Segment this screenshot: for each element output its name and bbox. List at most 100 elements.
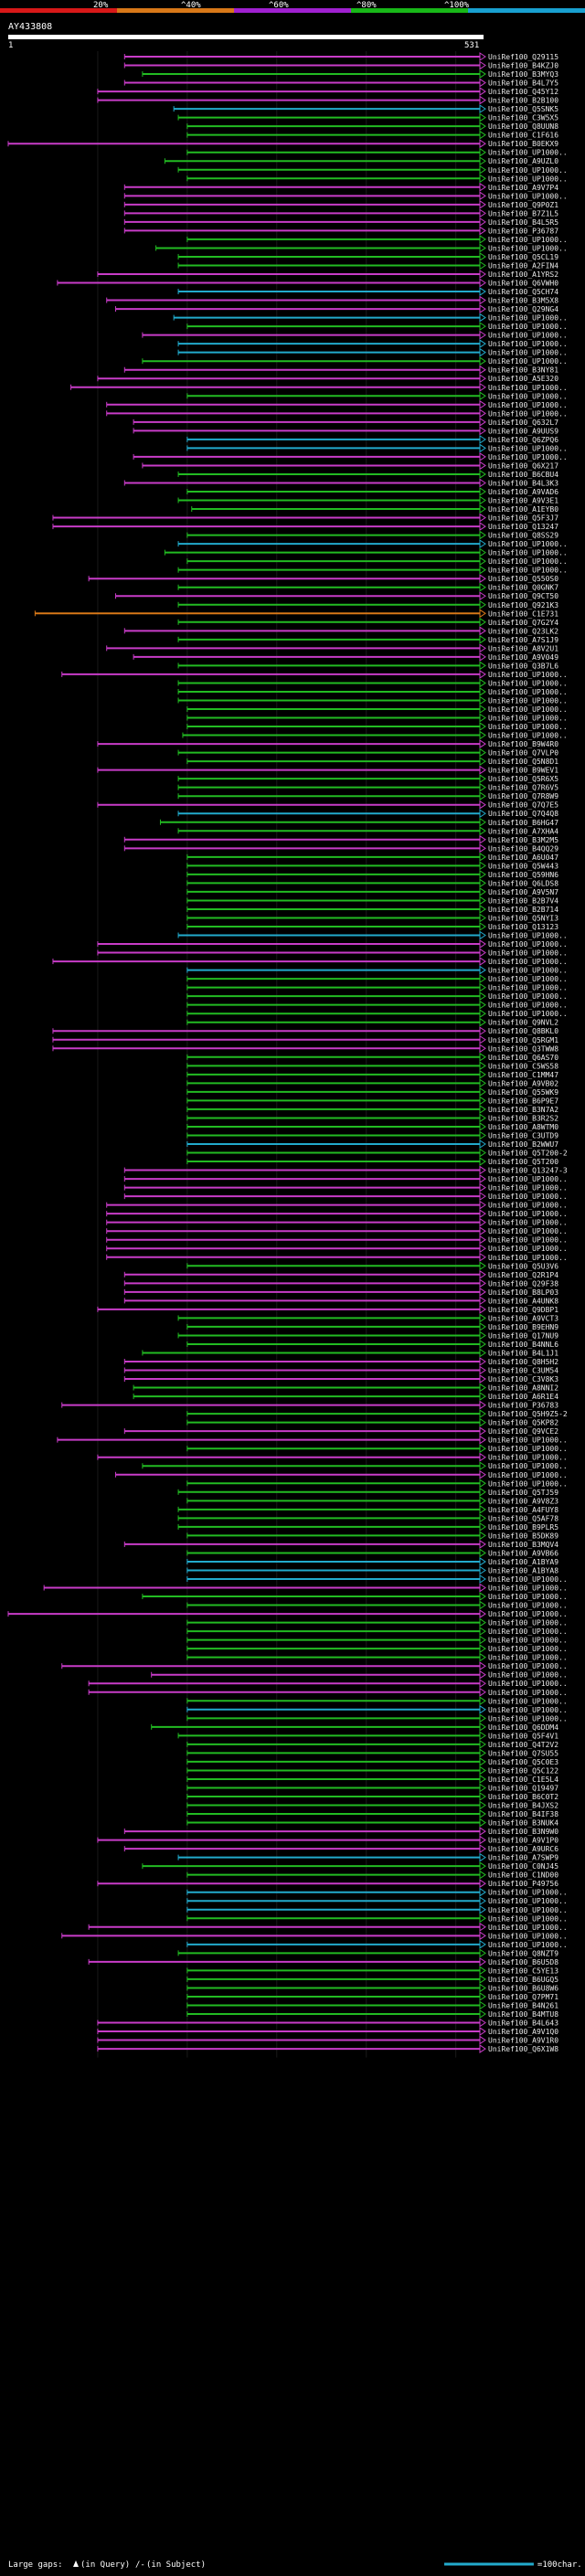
hit-label[interactable]: UniRef100_UP1000.. xyxy=(488,1436,568,1445)
hit-label[interactable]: UniRef100_UP1000.. xyxy=(488,1671,568,1680)
hit-label[interactable]: UniRef100_B9W4R0 xyxy=(488,740,558,748)
hit-label[interactable]: UniRef100_UP1000.. xyxy=(488,967,568,975)
hit-label[interactable]: UniRef100_Q5F3J7 xyxy=(488,514,558,523)
hit-label[interactable]: UniRef100_UP1000.. xyxy=(488,1254,568,1262)
hit-label[interactable]: UniRef100_Q5CL19 xyxy=(488,253,558,261)
hit-label[interactable]: UniRef100_A7XHA4 xyxy=(488,827,558,835)
hit-label[interactable]: UniRef100_UP1000.. xyxy=(488,557,568,566)
hit-label[interactable]: UniRef100_Q3TWW8 xyxy=(488,1044,558,1053)
hit-label[interactable]: UniRef100_UP1000.. xyxy=(488,1227,568,1235)
hit-label[interactable]: UniRef100_Q5U3V6 xyxy=(488,1262,558,1270)
hit-label[interactable]: UniRef100_UP1000.. xyxy=(488,314,568,323)
hit-label[interactable]: UniRef100_UP1000.. xyxy=(488,384,568,392)
hit-label[interactable]: UniRef100_B6HG47 xyxy=(488,819,558,827)
hit-label[interactable]: UniRef100_Q8SS29 xyxy=(488,532,558,540)
hit-label[interactable]: UniRef100_B6CBU4 xyxy=(488,471,558,479)
hit-label[interactable]: UniRef100_Q4T2V2 xyxy=(488,1741,558,1749)
hit-label[interactable]: UniRef100_A4FUY8 xyxy=(488,1506,558,1514)
hit-label[interactable]: UniRef100_B2WWU7 xyxy=(488,1140,558,1149)
hit-label[interactable]: UniRef100_B9EHN9 xyxy=(488,1323,558,1331)
hit-label[interactable]: UniRef100_Q5H9Z5-2 xyxy=(488,1410,568,1418)
hit-label[interactable]: UniRef100_A9VCT3 xyxy=(488,1314,558,1322)
hit-label[interactable]: UniRef100_Q9VCE2 xyxy=(488,1427,558,1436)
hit-label[interactable]: UniRef100_C3V8K3 xyxy=(488,1375,558,1383)
hit-label[interactable]: UniRef100_B6UGQ5 xyxy=(488,1976,558,1984)
hit-label[interactable]: UniRef100_B4KZJ0 xyxy=(488,62,558,70)
hit-label[interactable]: UniRef100_Q29115 xyxy=(488,53,558,61)
hit-label[interactable]: UniRef100_UP1000.. xyxy=(488,723,568,731)
hit-label[interactable]: UniRef100_Q5KP82 xyxy=(488,1419,558,1427)
hit-label[interactable]: UniRef100_B3MYQ3 xyxy=(488,70,558,79)
hit-label[interactable]: UniRef100_B9PLR5 xyxy=(488,1523,558,1532)
hit-label[interactable]: UniRef100_A2FIN4 xyxy=(488,261,558,270)
hit-label[interactable]: UniRef100_UP1000.. xyxy=(488,1219,568,1227)
hit-label[interactable]: UniRef100_C1ND00 xyxy=(488,1871,558,1880)
hit-label[interactable]: UniRef100_Q632L7 xyxy=(488,419,558,427)
hit-label[interactable]: UniRef100_Q6X217 xyxy=(488,461,558,470)
hit-label[interactable]: UniRef100_UP1000.. xyxy=(488,1193,568,1201)
hit-label[interactable]: UniRef100_UP1000.. xyxy=(488,540,568,548)
hit-label[interactable]: UniRef100_Q550S0 xyxy=(488,575,558,583)
hit-label[interactable]: UniRef100_B7Z1L5 xyxy=(488,209,558,217)
hit-label[interactable]: UniRef100_B6U5D8 xyxy=(488,1958,558,1966)
hit-label[interactable]: UniRef100_B6C0T2 xyxy=(488,1793,558,1801)
hit-label[interactable]: UniRef100_UP1000.. xyxy=(488,1002,568,1010)
hit-label[interactable]: UniRef100_A9V7P4 xyxy=(488,184,558,192)
hit-label[interactable]: UniRef100_B2B100 xyxy=(488,97,558,105)
hit-label[interactable]: UniRef100_UP1000.. xyxy=(488,1010,568,1018)
hit-label[interactable]: UniRef100_Q6LDS8 xyxy=(488,879,558,887)
hit-label[interactable]: UniRef100_A7S1J9 xyxy=(488,636,558,644)
hit-label[interactable]: UniRef100_Q55WK9 xyxy=(488,1088,558,1097)
hit-label[interactable]: UniRef100_Q0GNK7 xyxy=(488,584,558,592)
hit-label[interactable]: UniRef100_Q29F38 xyxy=(488,1279,558,1288)
hit-label[interactable]: UniRef100_A5E320 xyxy=(488,375,558,383)
hit-label[interactable]: UniRef100_A9V8Z3 xyxy=(488,1497,558,1505)
hit-label[interactable]: UniRef100_Q5R6X5 xyxy=(488,775,558,783)
hit-label[interactable]: UniRef100_Q3B7L6 xyxy=(488,662,558,670)
hit-label[interactable]: UniRef100_C1E5L4 xyxy=(488,1776,558,1784)
hit-label[interactable]: UniRef100_C1F616 xyxy=(488,132,558,140)
hit-label[interactable]: UniRef100_UP1000.. xyxy=(488,1924,568,1932)
hit-label[interactable]: UniRef100_Q7Q7E5 xyxy=(488,801,558,810)
hit-label[interactable]: UniRef100_A9V1P0 xyxy=(488,1837,558,1845)
hit-label[interactable]: UniRef100_C3W5X5 xyxy=(488,114,558,122)
hit-label[interactable]: UniRef100_B4L5R5 xyxy=(488,218,558,227)
hit-label[interactable]: UniRef100_Q5C122 xyxy=(488,1766,558,1775)
hit-label[interactable]: UniRef100_A9VAD6 xyxy=(488,488,558,496)
hit-label[interactable]: UniRef100_B6P9E7 xyxy=(488,1097,558,1105)
hit-label[interactable]: UniRef100_UP1000.. xyxy=(488,1445,568,1453)
hit-label[interactable]: UniRef100_UP1000.. xyxy=(488,567,568,575)
hit-label[interactable]: UniRef100_UP1000.. xyxy=(488,236,568,244)
hit-label[interactable]: UniRef100_Q6VWH0 xyxy=(488,280,558,288)
hit-label[interactable]: UniRef100_UP1000.. xyxy=(488,940,568,949)
hit-label[interactable]: UniRef100_UP1000.. xyxy=(488,340,568,348)
hit-label[interactable]: UniRef100_UP1000.. xyxy=(488,715,568,723)
hit-label[interactable]: UniRef100_P36783 xyxy=(488,1402,558,1410)
hit-label[interactable]: UniRef100_UP1000.. xyxy=(488,1654,568,1662)
hit-label[interactable]: UniRef100_UP1000.. xyxy=(488,1680,568,1688)
hit-label[interactable]: UniRef100_Q13247 xyxy=(488,523,558,531)
hit-label[interactable]: UniRef100_Q9NVL2 xyxy=(488,1019,558,1027)
hit-label[interactable]: UniRef100_UP1000.. xyxy=(488,244,568,252)
hit-label[interactable]: UniRef100_P36787 xyxy=(488,227,558,235)
hit-label[interactable]: UniRef100_C1MM47 xyxy=(488,1071,558,1079)
hit-label[interactable]: UniRef100_UP1000.. xyxy=(488,1202,568,1210)
hit-label[interactable]: UniRef100_B9WEV1 xyxy=(488,767,558,775)
hit-label[interactable]: UniRef100_UP1000.. xyxy=(488,323,568,331)
hit-label[interactable]: UniRef100_B8LP03 xyxy=(488,1288,558,1297)
hit-label[interactable]: UniRef100_UP1000.. xyxy=(488,1245,568,1253)
hit-label[interactable]: UniRef100_Q5AF78 xyxy=(488,1514,558,1522)
hit-label[interactable]: UniRef100_UP1000.. xyxy=(488,332,568,340)
hit-label[interactable]: UniRef100_Q9P0Z1 xyxy=(488,201,558,209)
hit-label[interactable]: UniRef100_Q5N8D1 xyxy=(488,758,558,766)
hit-label[interactable]: UniRef100_UP1000.. xyxy=(488,409,568,418)
hit-label[interactable]: UniRef100_A7SWP9 xyxy=(488,1854,558,1862)
hit-label[interactable]: UniRef100_A9UZL0 xyxy=(488,157,558,165)
hit-label[interactable]: UniRef100_A9V5N7 xyxy=(488,888,558,896)
hit-label[interactable]: UniRef100_Q5NYI3 xyxy=(488,914,558,922)
hit-label[interactable]: UniRef100_Q5W443 xyxy=(488,862,558,870)
hit-label[interactable]: UniRef100_UP1000.. xyxy=(488,949,568,958)
hit-label[interactable]: UniRef100_Q59HN6 xyxy=(488,871,558,879)
hit-label[interactable]: UniRef100_UP1000.. xyxy=(488,175,568,183)
hit-label[interactable]: UniRef100_Q7VLP0 xyxy=(488,749,558,758)
